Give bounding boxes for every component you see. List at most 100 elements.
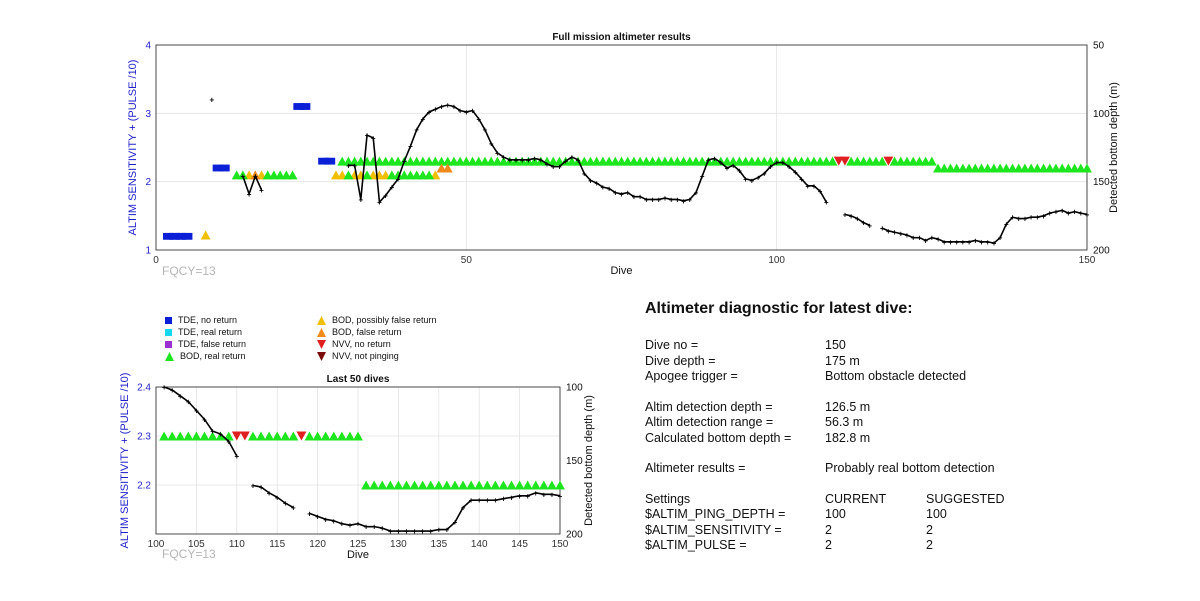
bod-marker — [1038, 163, 1049, 173]
legend-item: TDE, false return — [165, 339, 246, 349]
depth-point: + — [348, 521, 353, 530]
depth-point: + — [380, 524, 385, 533]
depth-point: + — [421, 115, 426, 124]
depth-point: + — [427, 108, 432, 117]
depth-point: + — [681, 197, 686, 206]
bod-marker — [380, 156, 391, 166]
depth-point: + — [700, 172, 705, 181]
bod-marker — [474, 480, 485, 490]
depth-point: + — [202, 415, 207, 424]
legend-item: TDE, no return — [165, 315, 237, 325]
tde-marker — [169, 232, 181, 240]
depth-point: + — [259, 483, 264, 492]
depth-point: + — [533, 489, 538, 498]
bod-marker — [268, 170, 279, 180]
depth-point: + — [340, 520, 345, 529]
x-tick-label: 145 — [511, 539, 528, 550]
depth-point: + — [485, 496, 490, 505]
diag-value: 56.3 m — [825, 415, 864, 429]
bod-marker — [380, 170, 391, 180]
depth-point: + — [470, 107, 475, 116]
bod-marker — [914, 156, 925, 166]
depth-point: + — [663, 194, 668, 203]
bod-marker — [740, 156, 751, 166]
bod-marker — [976, 163, 987, 173]
bod-marker — [933, 163, 943, 173]
depth-point: + — [501, 153, 506, 162]
diag-key: Altim detection range = — [645, 415, 774, 429]
depth-point: + — [241, 172, 246, 181]
depth-point: + — [162, 383, 167, 392]
diagnostic-title: Altimeter diagnostic for latest dive: — [645, 300, 913, 317]
bod-marker — [450, 480, 460, 490]
legend-item: TDE, real return — [165, 327, 242, 337]
bod-marker — [304, 431, 315, 441]
tde-marker — [163, 232, 174, 240]
settings-row: $ALTIM_PING_DEPTH = 100 100 — [645, 507, 1005, 523]
bod-marker — [616, 156, 627, 166]
depth-point: + — [364, 523, 369, 532]
depth-point: + — [323, 515, 328, 524]
depth-point: + — [493, 496, 498, 505]
triangle-down-icon — [317, 339, 326, 349]
depth-point: + — [632, 193, 637, 202]
bod-marker — [393, 156, 404, 166]
depth-point: + — [979, 238, 984, 247]
bod-marker — [542, 156, 552, 166]
depth-point: + — [849, 212, 854, 221]
bod-marker — [343, 156, 354, 166]
bod-marker — [393, 480, 404, 490]
depth-point: + — [501, 495, 506, 504]
tde-marker — [293, 103, 305, 110]
depth-point: + — [886, 227, 891, 236]
y-right-axis-label: Detected bottom depth (m) — [1108, 82, 1120, 213]
bod-marker — [231, 170, 242, 180]
setting-current: 100 — [825, 507, 846, 521]
depth-point: + — [1035, 213, 1040, 222]
depth-point: + — [694, 189, 699, 198]
bod-marker — [597, 156, 608, 166]
bod-marker — [374, 156, 385, 166]
diag-value: 182.8 m — [825, 430, 871, 445]
y-left-tick-label: 3 — [145, 109, 151, 120]
y-right-tick-label: 150 — [1093, 177, 1110, 188]
bod-marker — [349, 156, 360, 166]
depth-point: + — [390, 183, 395, 192]
depth-point: + — [433, 105, 438, 114]
settings-row: $ALTIM_PULSE = 2 2 — [645, 538, 1005, 554]
depth-point: + — [576, 156, 581, 165]
diag-key: Apogee trigger = — [645, 369, 738, 383]
legend-label: TDE, no return — [178, 315, 238, 325]
bod-marker — [498, 480, 509, 490]
depth-point: + — [687, 195, 692, 204]
depth-point: + — [582, 169, 587, 178]
bod-marker — [473, 156, 484, 166]
bod-marker — [641, 156, 652, 166]
y-left-tick-label: 2.2 — [137, 481, 151, 492]
diag-key: Calculated bottom depth = — [645, 430, 792, 445]
bod-marker — [458, 480, 468, 490]
y-left-tick-label: 2.3 — [137, 432, 151, 443]
y-right-tick-label: 100 — [566, 383, 583, 394]
depth-point: + — [1047, 209, 1052, 218]
bod-marker — [1001, 163, 1012, 173]
depth-point: + — [998, 234, 1003, 243]
depth-point: + — [356, 520, 361, 529]
depth-point: + — [352, 161, 357, 170]
depth-point: + — [372, 523, 377, 532]
depth-point: + — [558, 492, 563, 501]
depth-point: + — [588, 176, 593, 185]
bod-marker — [248, 431, 258, 441]
bod-marker — [467, 156, 478, 166]
depth-point: + — [267, 489, 272, 498]
bod-marker — [256, 431, 266, 441]
depth-point: + — [725, 164, 730, 173]
bod-marker — [902, 156, 912, 166]
depth-point: + — [408, 142, 413, 151]
settings-header: Settings CURRENT SUGGESTED — [645, 492, 1005, 508]
bod-marker — [288, 431, 299, 441]
x-tick-label: 0 — [153, 255, 159, 266]
chart-title: Last 50 dives — [327, 374, 390, 385]
bod-marker — [728, 156, 739, 166]
x-tick-label: 100 — [148, 539, 165, 550]
